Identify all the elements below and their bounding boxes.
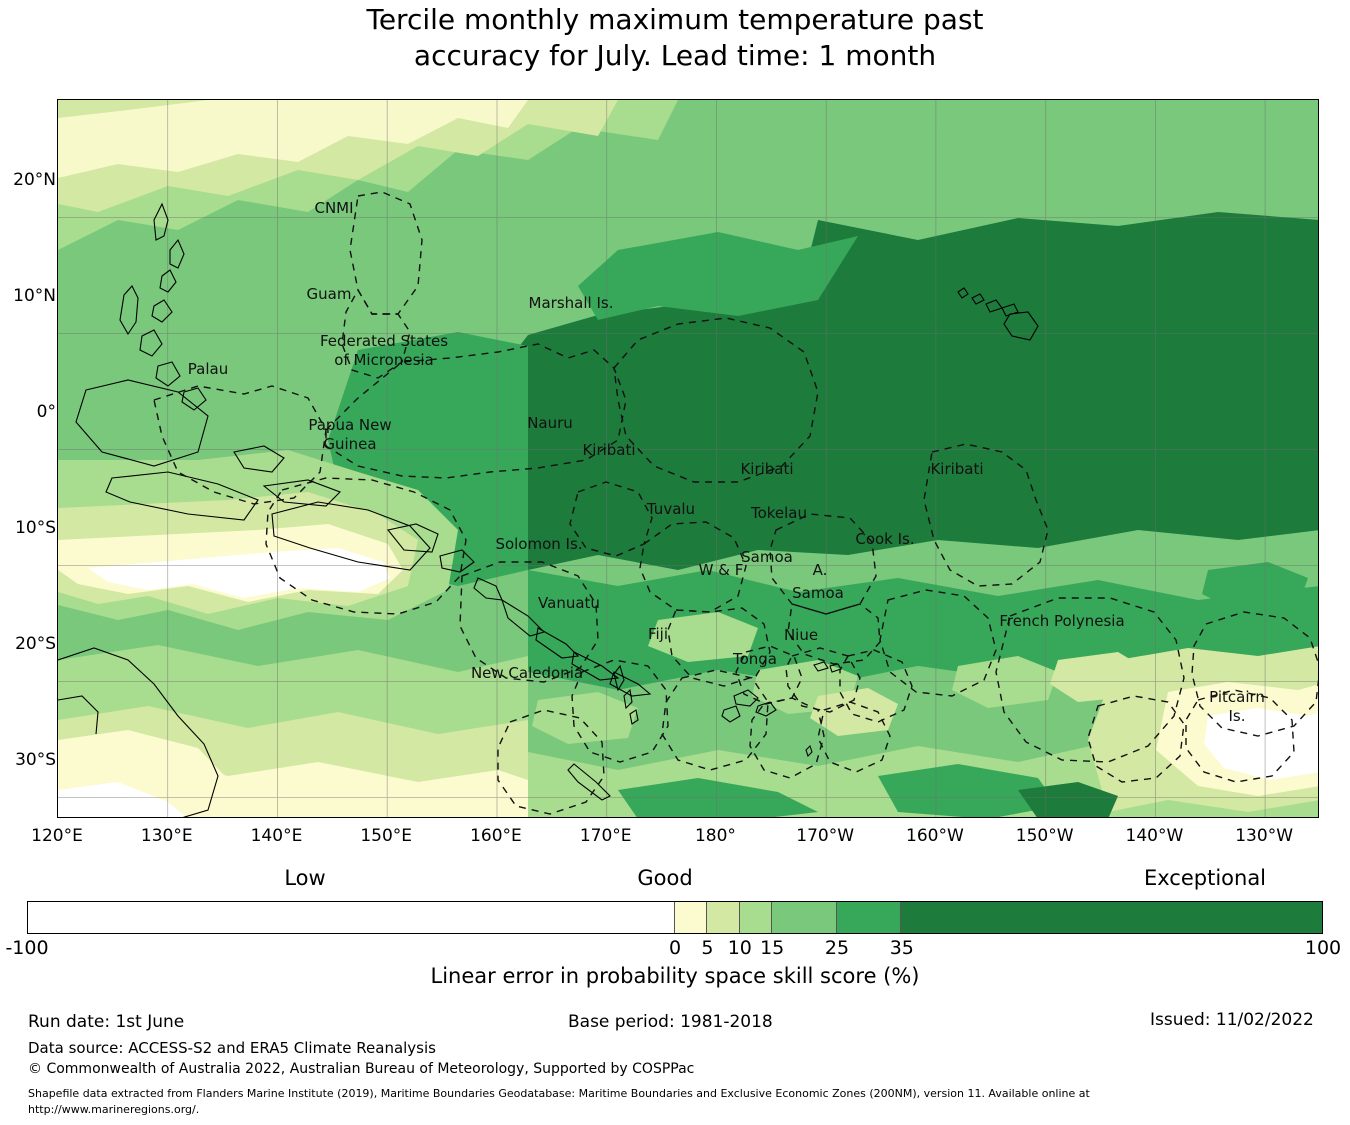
colorbar-tick-6: 35 [889,937,914,959]
colorbar-tick-7: 100 [1304,937,1342,959]
copyright-text: © Commonwealth of Australia 2022, Austra… [28,1061,695,1077]
colorbar-segment-5 [836,902,902,933]
map-label-papua-new-guinea: Papua New Guinea [308,416,391,453]
page-title: Tercile monthly maximum temperature past… [366,3,984,72]
colorbar-segment-0 [28,902,675,933]
data-source-text: Data source: ACCESS-S2 and ERA5 Climate … [28,1039,436,1057]
map-label-kiribati-line: Kiribati [930,460,983,478]
map-label-pitcairn-is: Pitcairn Is. [1209,688,1265,725]
colorbar-segment-1 [675,902,708,933]
longitude-tick-1: 130°E [140,826,193,846]
run-date-text: Run date: 1st June [28,1012,185,1032]
colorbar-tick-labels: -100 0 5 10 15 25 35 100 [0,937,1350,961]
colorbar-tick-2: 5 [701,937,714,959]
map-label-nauru: Nauru [527,414,573,432]
longitude-tick-11: 130°W [1235,826,1294,846]
map-label-kiribati: Kiribati [582,441,635,459]
longitude-tick-10: 140°W [1125,826,1184,846]
map-label-tonga: Tonga [732,650,777,668]
colorbar-axis-label: Linear error in probability space skill … [430,964,920,988]
colorbar-tick-5: 25 [824,937,850,959]
longitude-tick-5: 170°E [579,826,632,846]
latitude-tick-1: 10°N [13,286,56,307]
map-label-vanuatu: Vanuatu [538,594,600,612]
shapefile-attribution-text: Shapefile data extracted from Flanders M… [28,1087,1090,1116]
longitude-tick-3: 150°E [360,826,413,846]
latitude-tick-0: 20°N [13,170,56,191]
longitude-tick-6: 180° [694,826,736,846]
map-label-palau: Palau [188,360,228,378]
latitude-tick-3: 10°S [15,518,56,539]
map-label-solomon-is: Solomon Is. [495,535,582,553]
colorbar-segment-4 [772,902,837,933]
map-label-guam: Guam [307,285,352,303]
longitude-tick-2: 140°E [250,826,303,846]
map-label-kiribati-phoenix: Kiribati [740,460,793,478]
latitude-tick-5: 30°S [15,750,56,771]
skill-score-map: CNMI Guam Marshall Is. Federated States of M… [58,100,1318,817]
map-label-samoa: Samoa [741,548,793,566]
map-label-tokelau: Tokelau [750,504,807,522]
colorbar-tick-3: 10 [727,937,752,959]
map-label-niue: Niue [784,626,818,644]
map-label-marshall-is: Marshall Is. [529,294,614,312]
colorbar [27,901,1323,934]
colorbar-segment-3 [739,902,773,933]
longitude-tick-9: 150°W [1015,826,1074,846]
longitude-tick-4: 160°E [470,826,522,846]
map-label-new-caledonia: New Caledonia [471,664,583,682]
map-label-w-f: W & F [699,561,744,579]
longitude-tick-8: 160°W [906,826,964,846]
longitude-tick-7: 170°W [796,826,855,846]
colorbar-category-low: Low [284,866,326,890]
colorbar-tick-1: 0 [668,937,682,959]
eez-boundary [153,191,1318,815]
colorbar-tick-4: 15 [760,937,785,959]
latitude-tick-4: 20°S [15,634,56,655]
colorbar-segment-6 [901,902,1322,933]
map-label-tuvalu: Tuvalu [646,500,695,518]
coastline [58,202,1039,817]
colorbar-category-good: Good [637,866,693,890]
longitude-tick-0: 120°E [31,826,83,846]
latitude-tick-2: 0° [36,402,56,423]
map-label-french-polynesia: French Polynesia [999,612,1124,630]
map-label-a-samoa-name: Samoa [792,584,844,602]
map-label-cook-is: Cook Is. [855,530,914,548]
base-period-text: Base period: 1981-2018 [568,1012,773,1032]
issued-date-text: Issued: 11/02/2022 [1150,1010,1314,1030]
map-label-cnmi: CNMI [314,199,353,217]
map-panel: CNMI Guam Marshall Is. Federated States of M… [57,99,1319,818]
colorbar-category-exceptional: Exceptional [1143,866,1267,890]
map-label-a-samoa: A. [813,561,828,579]
map-region-labels: CNMI Guam Marshall Is. Federated States of M… [188,199,1265,725]
map-label-fiji: Fiji [648,625,668,643]
colorbar-category-labels: Low Good Exceptional [0,866,1350,894]
colorbar-tick-0: -100 [5,937,49,959]
map-label-federated-states-of-micronesia: Federated States of Micronesia [320,332,448,369]
colorbar-segment-2 [707,902,740,933]
